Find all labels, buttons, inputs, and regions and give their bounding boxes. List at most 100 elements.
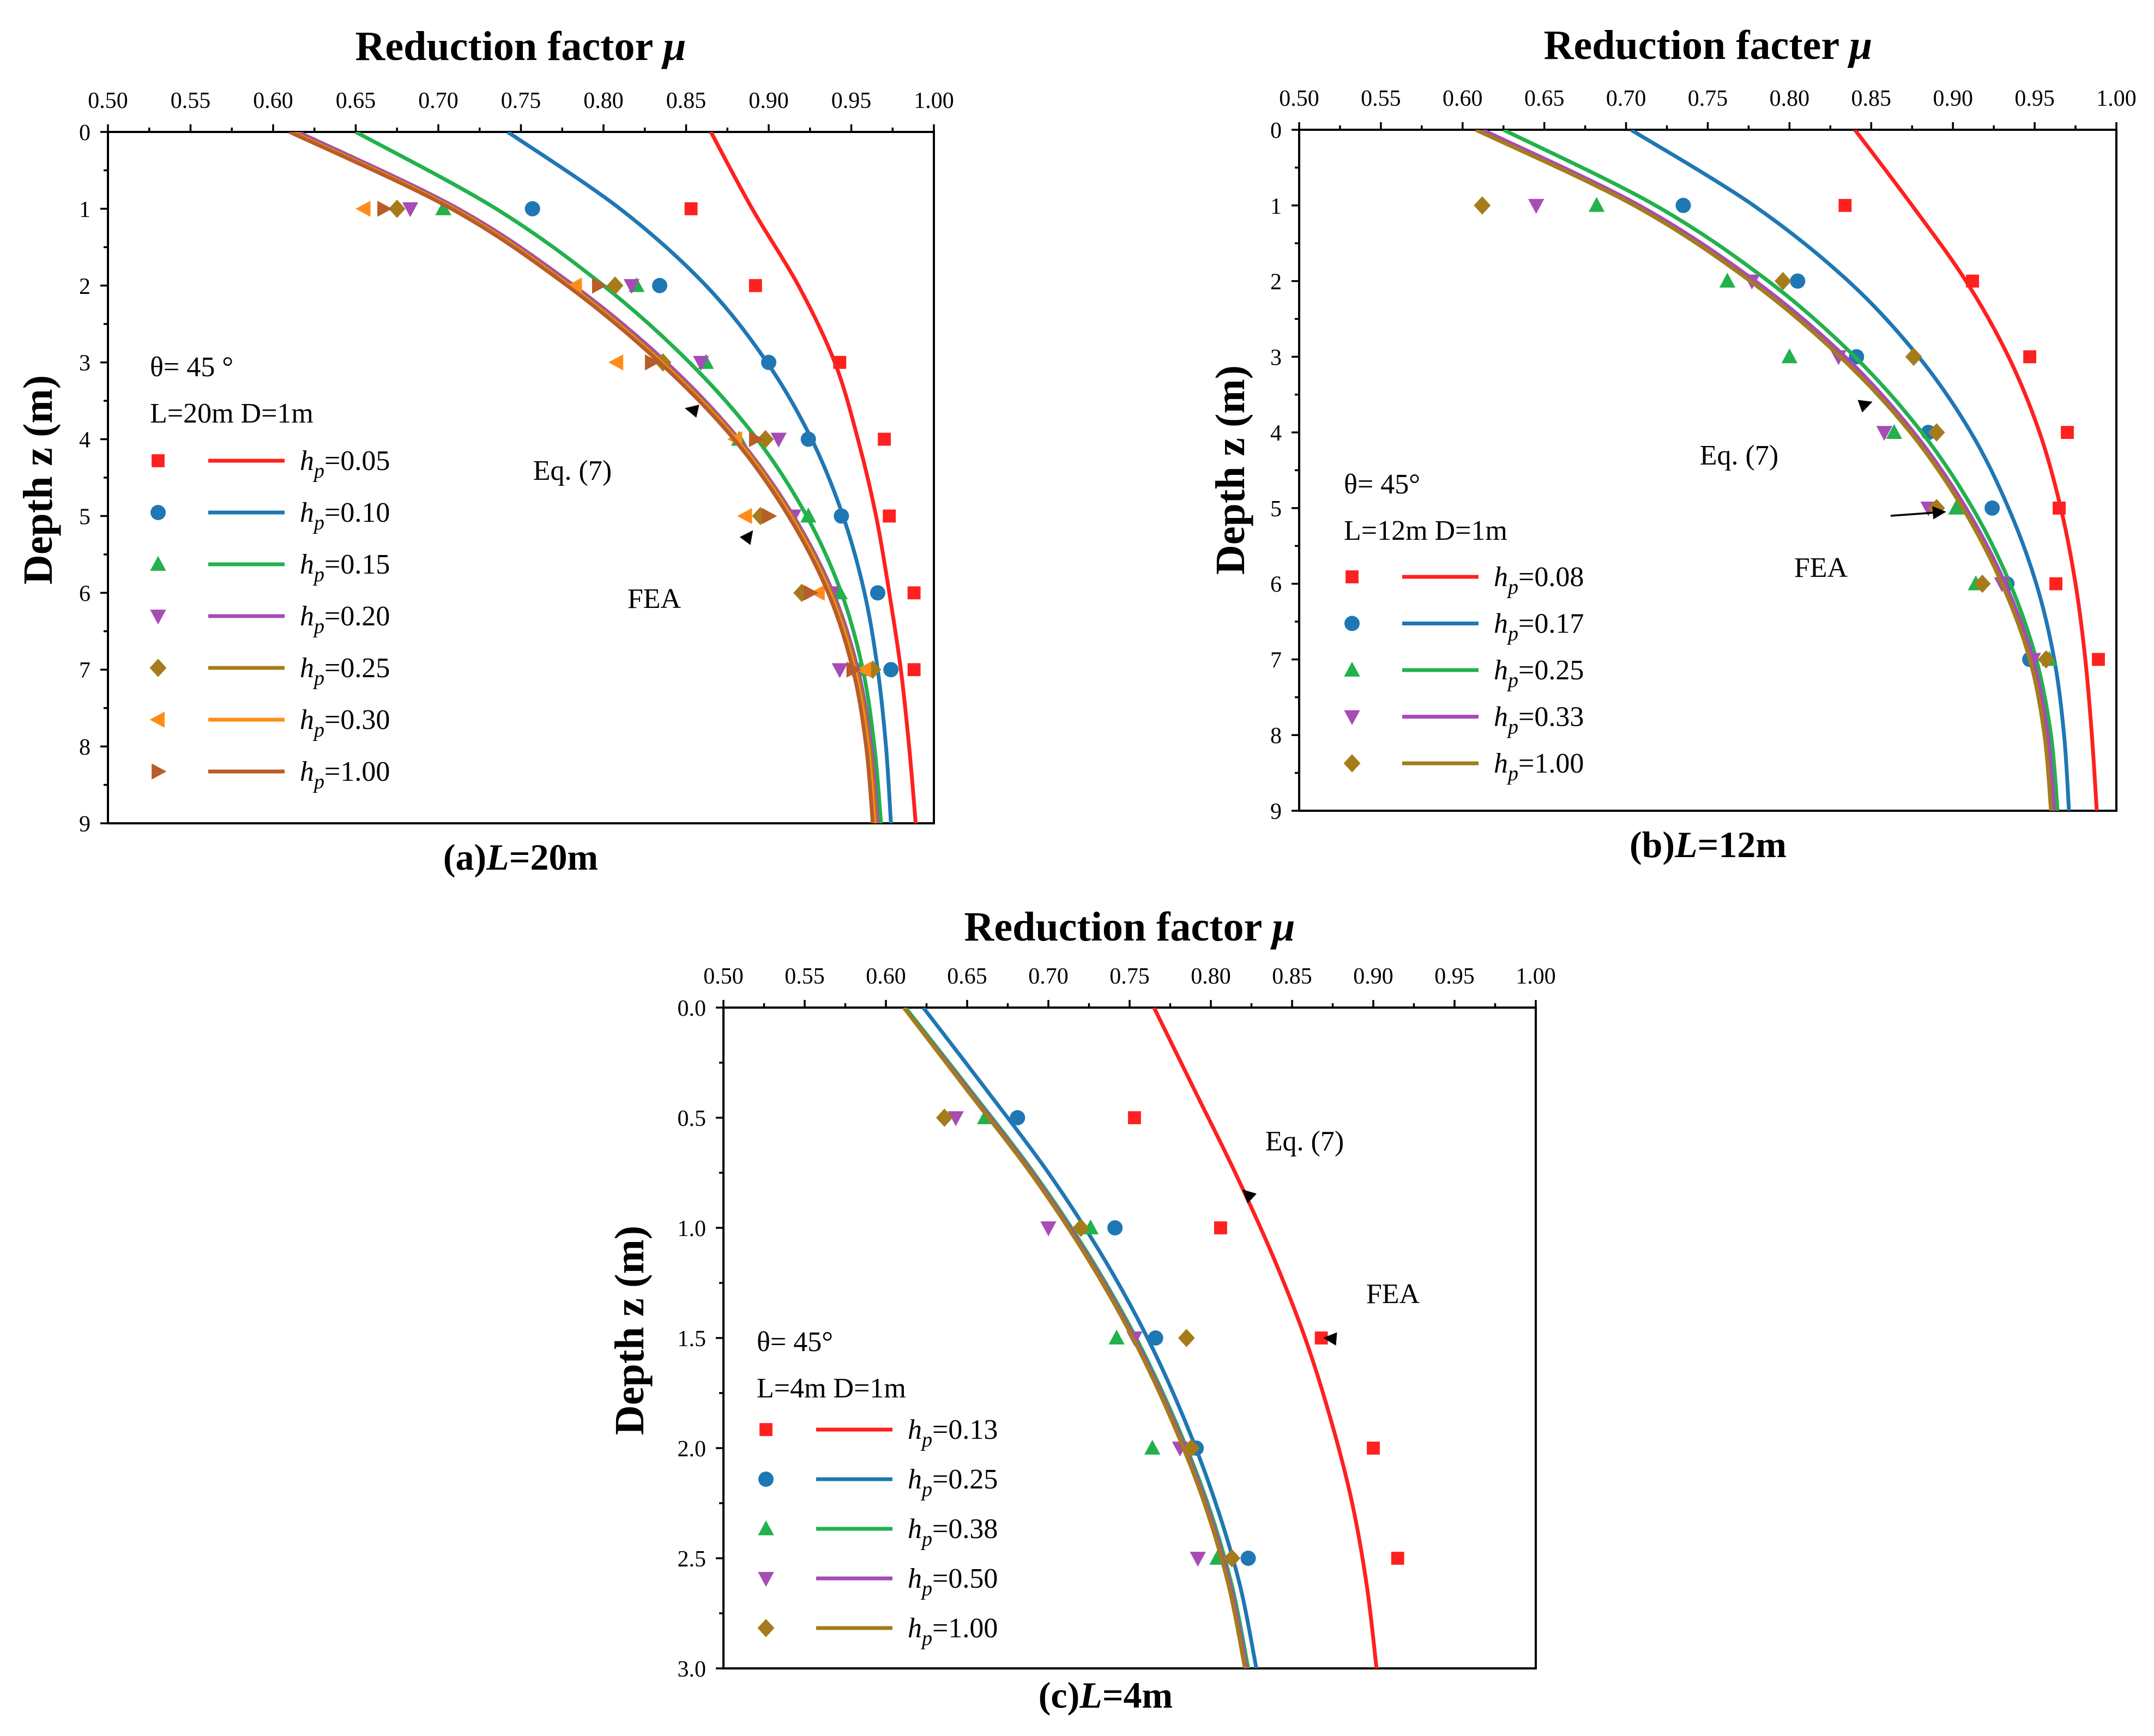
x-tick-label: 0.75	[1688, 86, 1728, 111]
fea-point	[2023, 350, 2037, 364]
legend-label: hp=0.17	[1494, 608, 1584, 646]
fea-point	[1781, 348, 1798, 364]
x-tick-label: 0.75	[501, 88, 541, 113]
fea-point	[883, 662, 899, 678]
annotation-arrow	[1890, 506, 1946, 520]
x-tick-label: 0.60	[253, 88, 293, 113]
param-geometry: L=20m D=1m	[150, 398, 313, 429]
y-tick-label: 3.0	[678, 1657, 707, 1682]
x-tick-label: 1.00	[1516, 964, 1556, 989]
fea-point	[1886, 424, 1902, 439]
x-tick-label: 0.50	[703, 964, 744, 989]
legend-marker	[758, 1472, 774, 1487]
x-axis-title: Reduction factor μ	[964, 904, 1295, 950]
legend-marker	[150, 556, 166, 571]
legend-label: hp=1.00	[908, 1613, 998, 1650]
eq7-curve	[709, 132, 918, 823]
fea-point	[883, 509, 896, 523]
fea-point	[1144, 1439, 1161, 1455]
fea-point	[907, 663, 921, 677]
legend-marker	[152, 454, 165, 467]
fea-point	[652, 278, 668, 293]
legend-marker	[757, 1619, 775, 1637]
legend-marker	[149, 659, 167, 677]
legend-label: hp=0.10	[300, 497, 390, 534]
eq7-curve	[288, 132, 875, 823]
y-tick-label: 9	[1270, 799, 1282, 824]
y-tick-label: 0.5	[678, 1106, 707, 1131]
series-hp=1.00	[288, 132, 875, 823]
y-tick-label: 7	[79, 658, 90, 683]
x-tick-label: 0.65	[947, 964, 987, 989]
eq7-curve	[902, 1008, 1247, 1668]
fea-point	[435, 200, 451, 215]
param-theta: θ= 45°	[1344, 469, 1420, 500]
legend-label: hp=1.00	[1494, 748, 1584, 785]
fea-point	[1948, 499, 1964, 515]
fea-point	[2053, 501, 2066, 515]
fea-point	[856, 661, 871, 678]
legend-marker	[1343, 754, 1361, 773]
fea-point	[1128, 1111, 1141, 1124]
panel-caption: (c)L=4m	[1039, 1674, 1173, 1716]
eq7-curve	[1503, 130, 2060, 811]
x-tick-label: 0.65	[336, 88, 376, 113]
fea-point	[749, 431, 764, 448]
param-geometry: L=4m D=1m	[757, 1373, 906, 1404]
fea-point	[770, 432, 787, 448]
eq7-curve	[506, 132, 893, 823]
x-axis-title: Reduction facter μ	[1544, 22, 1873, 68]
x-tick-label: 0.70	[418, 88, 458, 113]
fea-point	[834, 508, 849, 524]
annotation-fea: FEA	[1366, 1279, 1420, 1310]
fea-point	[2049, 577, 2062, 590]
legend-label: hp=1.00	[300, 756, 390, 793]
y-tick-label: 8	[1270, 724, 1282, 749]
legend-label: hp=0.13	[908, 1414, 998, 1451]
y-tick-label: 3	[1270, 345, 1282, 370]
fea-point	[907, 586, 921, 600]
y-tick-label: 8	[79, 735, 90, 760]
legend-label: hp=0.25	[908, 1464, 998, 1501]
y-tick-label: 1.5	[678, 1327, 707, 1352]
series-hp=0.25	[1503, 130, 2060, 811]
fea-point	[592, 278, 607, 294]
y-tick-label: 0	[1270, 118, 1282, 143]
fea-point	[803, 584, 819, 601]
y-tick-label: 0	[79, 120, 90, 146]
panel-caption: (a)L=20m	[443, 836, 598, 878]
fea-point	[693, 355, 709, 371]
y-tick-label: 2	[1270, 270, 1282, 295]
fea-point	[762, 508, 777, 525]
panel-caption: (b)L=12m	[1630, 824, 1787, 865]
fea-point	[1072, 1219, 1089, 1237]
fea-point	[1905, 347, 1922, 366]
fea-point	[1367, 1442, 1380, 1455]
legend-marker	[1344, 616, 1360, 631]
legend: hp=0.13 hp=0.25 hp=0.38 hp=0.50 hp=1.00	[757, 1414, 998, 1650]
y-tick-label: 2.5	[678, 1547, 707, 1572]
fea-point	[1675, 197, 1691, 213]
y-tick-label: 6	[79, 581, 90, 606]
eq7-curve	[1152, 1008, 1379, 1668]
legend-label: hp=0.15	[300, 549, 390, 586]
fea-point	[1474, 196, 1491, 215]
x-axis-title: Reduction factor μ	[355, 23, 686, 69]
legend-label: hp=0.20	[300, 601, 390, 638]
fea-point	[1108, 1329, 1125, 1345]
y-tick-label: 5	[1270, 497, 1282, 522]
legend-label: hp=0.30	[300, 704, 390, 742]
fea-point	[761, 354, 776, 370]
fea-point	[1588, 197, 1605, 212]
fea-point	[1391, 1552, 1404, 1565]
annotation-eq7: Eq. (7)	[1700, 440, 1778, 471]
fea-point	[567, 278, 582, 294]
fea-point	[757, 430, 774, 449]
fea-point	[1974, 574, 1991, 593]
fea-point	[684, 202, 698, 215]
y-tick-label: 0.0	[678, 996, 707, 1021]
fea-point	[1240, 1551, 1256, 1566]
annotation-eq7: Eq. (7)	[533, 455, 612, 486]
x-tick-label: 0.75	[1109, 964, 1150, 989]
